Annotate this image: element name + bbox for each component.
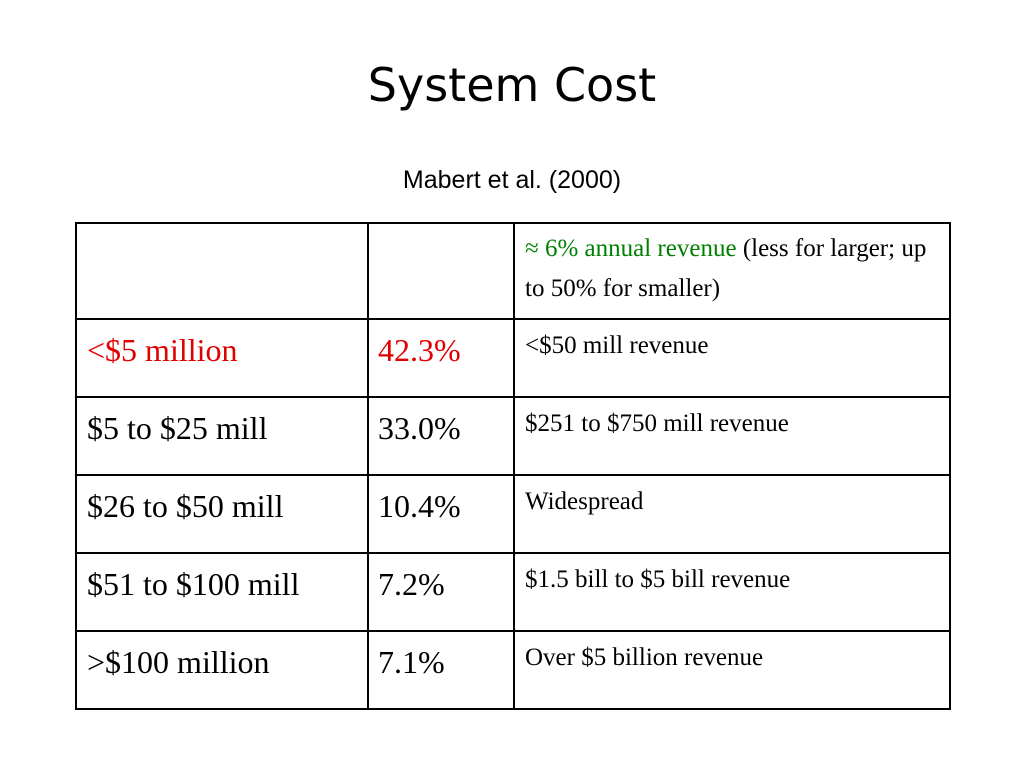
percent-text: 7.1%	[378, 644, 445, 680]
table-header-row: ≈ 6% annual revenue (less for larger; up…	[75, 222, 951, 320]
table-row: >$100 million 7.1% Over $5 billion reven…	[75, 630, 951, 710]
note-cell: Over $5 billion revenue	[513, 630, 951, 710]
slide-title: System Cost	[367, 58, 657, 112]
percent-cell: 10.4%	[367, 474, 515, 554]
range-cell: $26 to $50 mill	[75, 474, 369, 554]
percent-text: 42.3%	[378, 332, 461, 368]
note-text: <$50 mill revenue	[525, 332, 709, 359]
note-text: $1.5 bill to $5 bill revenue	[525, 566, 791, 593]
table-row: $26 to $50 mill 10.4% Widespread	[75, 474, 951, 554]
header-cell-note: ≈ 6% annual revenue (less for larger; up…	[513, 222, 951, 320]
percent-cell: 33.0%	[367, 396, 515, 476]
header-cell-range	[75, 222, 369, 320]
note-cell: $251 to $750 mill revenue	[513, 396, 951, 476]
range-text: $5 to $25 mill	[87, 410, 268, 446]
percent-text: 33.0%	[378, 410, 461, 446]
system-cost-table: ≈ 6% annual revenue (less for larger; up…	[75, 222, 951, 710]
note-text: Over $5 billion revenue	[525, 644, 764, 671]
range-cell: >$100 million	[75, 630, 369, 710]
note-cell: <$50 mill revenue	[513, 318, 951, 398]
slide-subtitle: Mabert et al. (2000)	[402, 166, 622, 194]
table-row: $51 to $100 mill 7.2% $1.5 bill to $5 bi…	[75, 552, 951, 632]
note-cell: Widespread	[513, 474, 951, 554]
note-text: Widespread	[525, 488, 644, 515]
header-note-highlight: ≈ 6% annual revenue	[525, 235, 737, 262]
table-row: $5 to $25 mill 33.0% $251 to $750 mill r…	[75, 396, 951, 476]
header-note-text: ≈ 6% annual revenue (less for larger; up…	[515, 224, 949, 309]
note-cell: $1.5 bill to $5 bill revenue	[513, 552, 951, 632]
range-cell: $51 to $100 mill	[75, 552, 369, 632]
header-cell-percent	[367, 222, 515, 320]
percent-cell: 42.3%	[367, 318, 515, 398]
table-row: <$5 million 42.3% <$50 mill revenue	[75, 318, 951, 398]
percent-text: 7.2%	[378, 566, 445, 602]
range-text: $51 to $100 mill	[87, 566, 300, 602]
percent-cell: 7.2%	[367, 552, 515, 632]
range-cell: <$5 million	[75, 318, 369, 398]
range-text: $26 to $50 mill	[87, 488, 284, 524]
header-note-rest: (less for larger; up to 50% for smaller)	[525, 235, 927, 302]
note-text: $251 to $750 mill revenue	[525, 410, 789, 437]
range-text: >$100 million	[87, 644, 270, 680]
percent-text: 10.4%	[378, 488, 461, 524]
range-text: <$5 million	[87, 332, 238, 368]
range-cell: $5 to $25 mill	[75, 396, 369, 476]
percent-cell: 7.1%	[367, 630, 515, 710]
